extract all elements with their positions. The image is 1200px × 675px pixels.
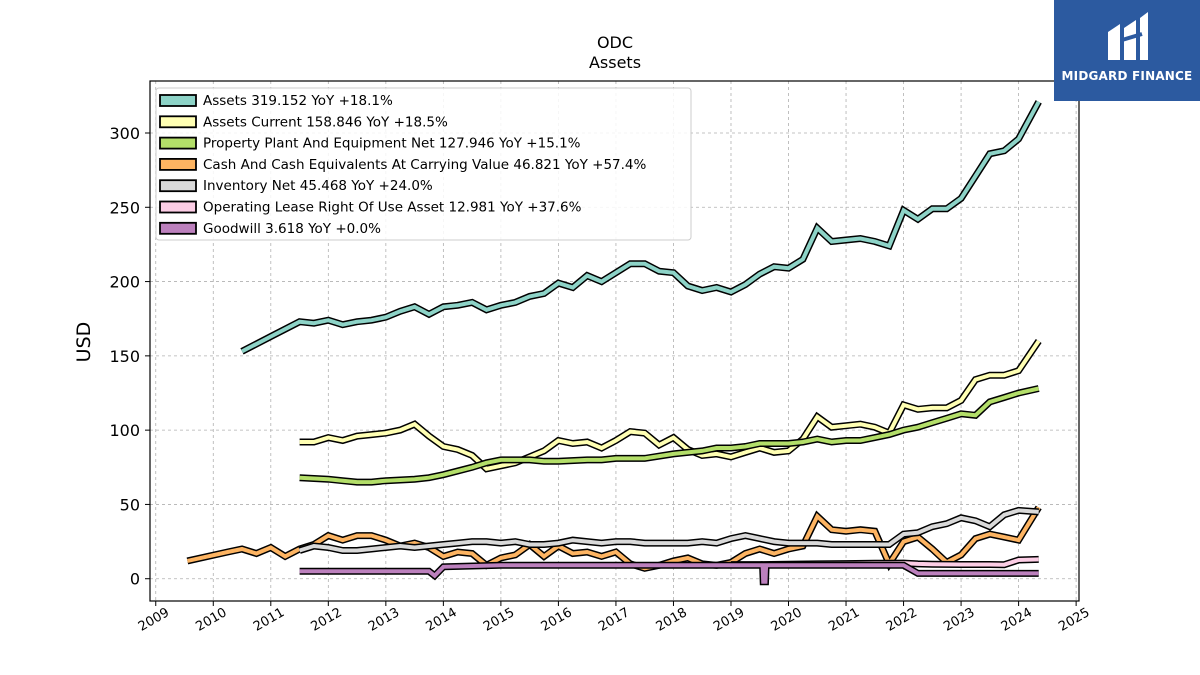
series-line-property-plant-and-equipment-net: [299, 386, 1040, 485]
x-tick-label: 2019: [711, 605, 747, 635]
legend-label: Assets 319.152 YoY +18.1%: [203, 93, 393, 109]
legend-label: Goodwill 3.618 YoY +0.0%: [203, 221, 381, 237]
legend-swatch: [159, 136, 197, 150]
legend-entry-operating-lease-right-of-use-asset: Operating Lease Right Of Use Asset 12.98…: [159, 200, 582, 216]
series-goodwill: [299, 561, 1039, 586]
series-outline-assets-current: [299, 339, 1042, 473]
x-tick-label: 2011: [251, 605, 287, 635]
legend-swatch: [159, 94, 197, 107]
series-line-cash-and-cash-equivalents-at-carrying-value: [186, 506, 1041, 571]
legend-label: Cash And Cash Equivalents At Carrying Va…: [203, 157, 647, 173]
series-assets-current: [299, 339, 1042, 473]
legend-entry-inventory-net: Inventory Net 45.468 YoY +24.0%: [159, 178, 433, 194]
legend-entry-assets-current: Assets Current 158.846 YoY +18.5%: [159, 114, 448, 130]
legend-entry-goodwill: Goodwill 3.618 YoY +0.0%: [159, 221, 381, 237]
legend-label: Assets Current 158.846 YoY +18.5%: [203, 114, 448, 130]
legend: Assets 319.152 YoY +18.1% Assets Current …: [155, 87, 692, 241]
x-tick-label: 2024: [999, 605, 1035, 635]
plot-frame: [149, 80, 1080, 602]
legend-entry-cash-and-cash-equivalents-at-carrying-value: Cash And Cash Equivalents At Carrying Va…: [159, 157, 647, 173]
x-tick-label: 2017: [596, 605, 632, 635]
x-tick-label: 2013: [366, 605, 402, 635]
brand-logo: MIDGARD FINANCE: [1054, 0, 1200, 101]
series-cash-and-cash-equivalents-at-carrying-value: [186, 505, 1042, 572]
series-line-assets-current: [299, 339, 1041, 471]
x-tick-label: 2010: [193, 605, 229, 635]
y-tick-label: 50: [120, 495, 140, 514]
y-tick-label: 100: [109, 421, 140, 440]
x-tick-label: 2018: [654, 605, 690, 635]
series-outline-property-plant-and-equipment-net: [299, 385, 1040, 486]
x-tick-label: 2022: [884, 605, 920, 635]
series-property-plant-and-equipment-net: [299, 385, 1040, 486]
chart-title: ODC: [597, 33, 633, 52]
series-assets: [240, 100, 1042, 355]
legend-swatch: [159, 157, 197, 171]
brand-name: MIDGARD FINANCE: [1061, 69, 1193, 83]
series-inventory-net: [298, 506, 1039, 554]
legend-label: Inventory Net 45.468 YoY +24.0%: [203, 178, 433, 194]
y-tick-label: 300: [109, 124, 140, 143]
legend-label: Operating Lease Right Of Use Asset 12.98…: [203, 200, 582, 216]
y-axis-label: USD: [73, 322, 95, 363]
x-tick-label: 2025: [1056, 605, 1092, 635]
series-line-inventory-net: [298, 508, 1039, 553]
series-line-assets: [241, 100, 1041, 354]
x-tick-label: 2016: [539, 605, 575, 635]
legend-label: Property Plant And Equipment Net 127.946…: [203, 136, 581, 152]
y-tick-label: 250: [109, 198, 140, 217]
y-tick-label: 150: [109, 347, 140, 366]
legend-entry-assets: Assets 319.152 YoY +18.1%: [159, 93, 393, 109]
x-tick-label: 2012: [308, 605, 344, 635]
brand-logo-icon: [1108, 12, 1148, 60]
chart-subtitle: Assets: [589, 53, 641, 72]
legend-swatch: [159, 179, 197, 193]
y-tick-label: 200: [109, 273, 140, 292]
x-tick-label: 2023: [941, 605, 977, 635]
legend-box: [155, 87, 692, 241]
x-tick-label: 2021: [826, 605, 862, 635]
legend-entry-property-plant-and-equipment-net: Property Plant And Equipment Net 127.946…: [159, 136, 581, 152]
legend-swatch: [159, 221, 197, 235]
x-tick-label: 2009: [136, 605, 172, 635]
x-tick-label: 2014: [424, 605, 460, 635]
series-line-goodwill: [299, 563, 1039, 584]
legend-swatch: [159, 200, 197, 214]
x-tick-label: 2015: [481, 605, 517, 635]
x-tick-label: 2020: [769, 605, 805, 635]
y-tick-label: 0: [130, 570, 140, 589]
legend-swatch: [159, 115, 197, 129]
series-layer: [186, 100, 1042, 586]
